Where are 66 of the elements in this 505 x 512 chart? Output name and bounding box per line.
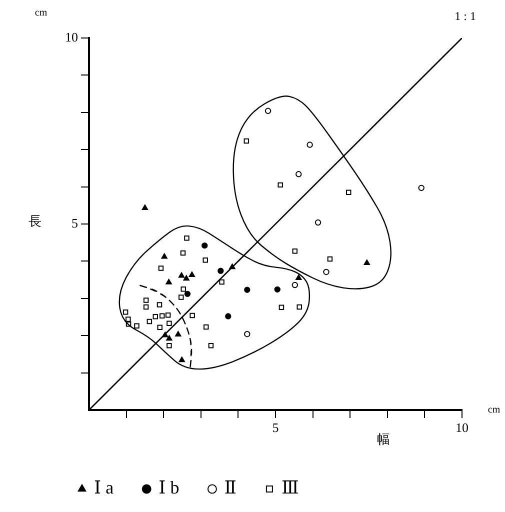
- point: [143, 298, 149, 303]
- point: [244, 331, 250, 338]
- point: [180, 286, 186, 292]
- point: [165, 312, 171, 318]
- point: [166, 278, 172, 284]
- point: [219, 279, 224, 285]
- y-axis-title: 長: [28, 213, 42, 228]
- x-axis-title: 幅: [377, 431, 390, 446]
- point: [218, 268, 224, 274]
- point: [157, 324, 162, 330]
- point: [190, 312, 195, 318]
- text: 1 : 1: [454, 9, 476, 24]
- point: [296, 274, 302, 280]
- point: [175, 330, 182, 336]
- point: [204, 324, 209, 330]
- point: [364, 260, 370, 266]
- point: [292, 282, 298, 288]
- point: [314, 219, 322, 226]
- point: [296, 171, 302, 178]
- point: [229, 264, 236, 270]
- point: [306, 142, 313, 148]
- point: [346, 190, 352, 195]
- point: [126, 316, 131, 322]
- point: [184, 236, 190, 241]
- point: [244, 286, 250, 293]
- point: [156, 302, 162, 308]
- point: [122, 310, 128, 315]
- point: [166, 335, 172, 341]
- point: [278, 304, 284, 310]
- point: [208, 343, 214, 348]
- point: [292, 248, 298, 254]
- point: [152, 314, 158, 320]
- point: [162, 332, 168, 338]
- text: cm: [488, 404, 500, 416]
- point: [274, 286, 280, 293]
- point: [143, 304, 149, 310]
- point: [146, 318, 152, 324]
- point: [159, 313, 165, 319]
- point: [225, 313, 232, 320]
- point: [323, 268, 330, 276]
- point: [142, 204, 148, 210]
- point: [158, 266, 164, 271]
- point: [183, 275, 190, 281]
- legend-label: Ⅲ: [281, 478, 299, 498]
- point: [178, 294, 184, 300]
- point: [244, 138, 250, 144]
- point: [264, 108, 272, 114]
- point: [278, 182, 283, 188]
- point: [202, 257, 208, 263]
- point: [418, 184, 424, 192]
- point: [178, 356, 185, 362]
- point: [180, 250, 186, 256]
- point: [296, 304, 302, 310]
- point: [161, 253, 168, 259]
- point: [202, 242, 208, 249]
- point: [327, 256, 333, 262]
- legend-label: Ⅱ: [224, 478, 236, 498]
- point: [166, 343, 172, 348]
- point: [166, 320, 172, 326]
- legend-label: Ⅰ a: [94, 478, 114, 498]
- point: [178, 272, 185, 278]
- legend-label: Ⅰ b: [158, 478, 180, 498]
- point: [188, 271, 196, 277]
- point: [184, 290, 191, 298]
- text: cm: [34, 8, 48, 19]
- point: [134, 323, 140, 329]
